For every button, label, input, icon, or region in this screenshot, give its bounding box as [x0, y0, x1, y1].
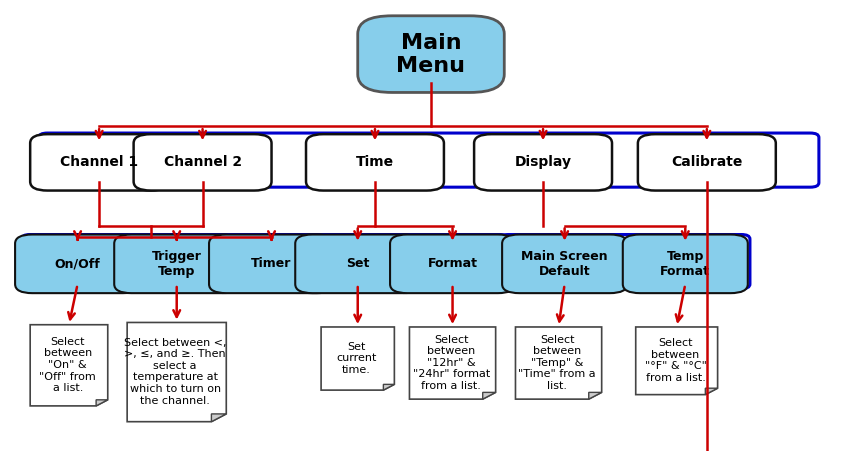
Text: Select between <,
>, ≤, and ≥. Then
select a
temperature at
which to turn on
the: Select between <, >, ≤, and ≥. Then sele…: [124, 338, 226, 406]
Polygon shape: [211, 414, 226, 422]
FancyBboxPatch shape: [39, 133, 818, 187]
FancyBboxPatch shape: [30, 134, 168, 190]
Polygon shape: [515, 327, 601, 399]
Text: Time: Time: [356, 155, 393, 170]
Text: Select
between
"Temp" &
"Time" from a
list.: Select between "Temp" & "Time" from a li…: [517, 335, 596, 391]
Text: Channel 2: Channel 2: [164, 155, 241, 170]
Text: Trigger
Temp: Trigger Temp: [152, 250, 201, 278]
Polygon shape: [482, 392, 495, 399]
Text: Select
between
"On" &
"Off" from
a list.: Select between "On" & "Off" from a list.: [40, 337, 96, 393]
Text: Calibrate: Calibrate: [671, 155, 741, 170]
Polygon shape: [127, 322, 226, 422]
Polygon shape: [704, 388, 716, 395]
FancyBboxPatch shape: [357, 16, 504, 92]
FancyBboxPatch shape: [637, 134, 775, 190]
FancyBboxPatch shape: [474, 134, 611, 190]
Polygon shape: [30, 325, 108, 406]
FancyBboxPatch shape: [389, 235, 514, 293]
FancyBboxPatch shape: [306, 134, 443, 190]
Text: Set: Set: [345, 258, 369, 270]
FancyBboxPatch shape: [499, 235, 749, 289]
Text: Format: Format: [427, 258, 477, 270]
FancyBboxPatch shape: [22, 235, 327, 289]
Text: On/Off: On/Off: [54, 258, 101, 270]
FancyBboxPatch shape: [622, 235, 746, 293]
FancyBboxPatch shape: [314, 235, 508, 289]
Text: Set
current
time.: Set current time.: [336, 342, 376, 375]
FancyBboxPatch shape: [133, 134, 271, 190]
Polygon shape: [383, 384, 393, 390]
Polygon shape: [588, 392, 601, 399]
FancyBboxPatch shape: [15, 235, 139, 293]
FancyBboxPatch shape: [501, 235, 627, 293]
FancyBboxPatch shape: [114, 235, 238, 293]
Polygon shape: [635, 327, 716, 395]
Text: Display: Display: [514, 155, 571, 170]
FancyBboxPatch shape: [208, 235, 333, 293]
Text: Temp
Format: Temp Format: [660, 250, 709, 278]
Polygon shape: [96, 400, 108, 406]
Polygon shape: [320, 327, 393, 390]
Text: Main
Menu: Main Menu: [396, 32, 465, 76]
FancyBboxPatch shape: [294, 235, 419, 293]
Text: Timer: Timer: [251, 258, 291, 270]
Text: Channel 1: Channel 1: [60, 155, 138, 170]
Text: Select
between
"°F" & "°C"
from a list.: Select between "°F" & "°C" from a list.: [644, 338, 705, 383]
Polygon shape: [409, 327, 495, 399]
Text: Select
between
"12hr" &
"24hr" format
from a list.: Select between "12hr" & "24hr" format fr…: [412, 335, 489, 391]
Text: Main Screen
Default: Main Screen Default: [521, 250, 607, 278]
